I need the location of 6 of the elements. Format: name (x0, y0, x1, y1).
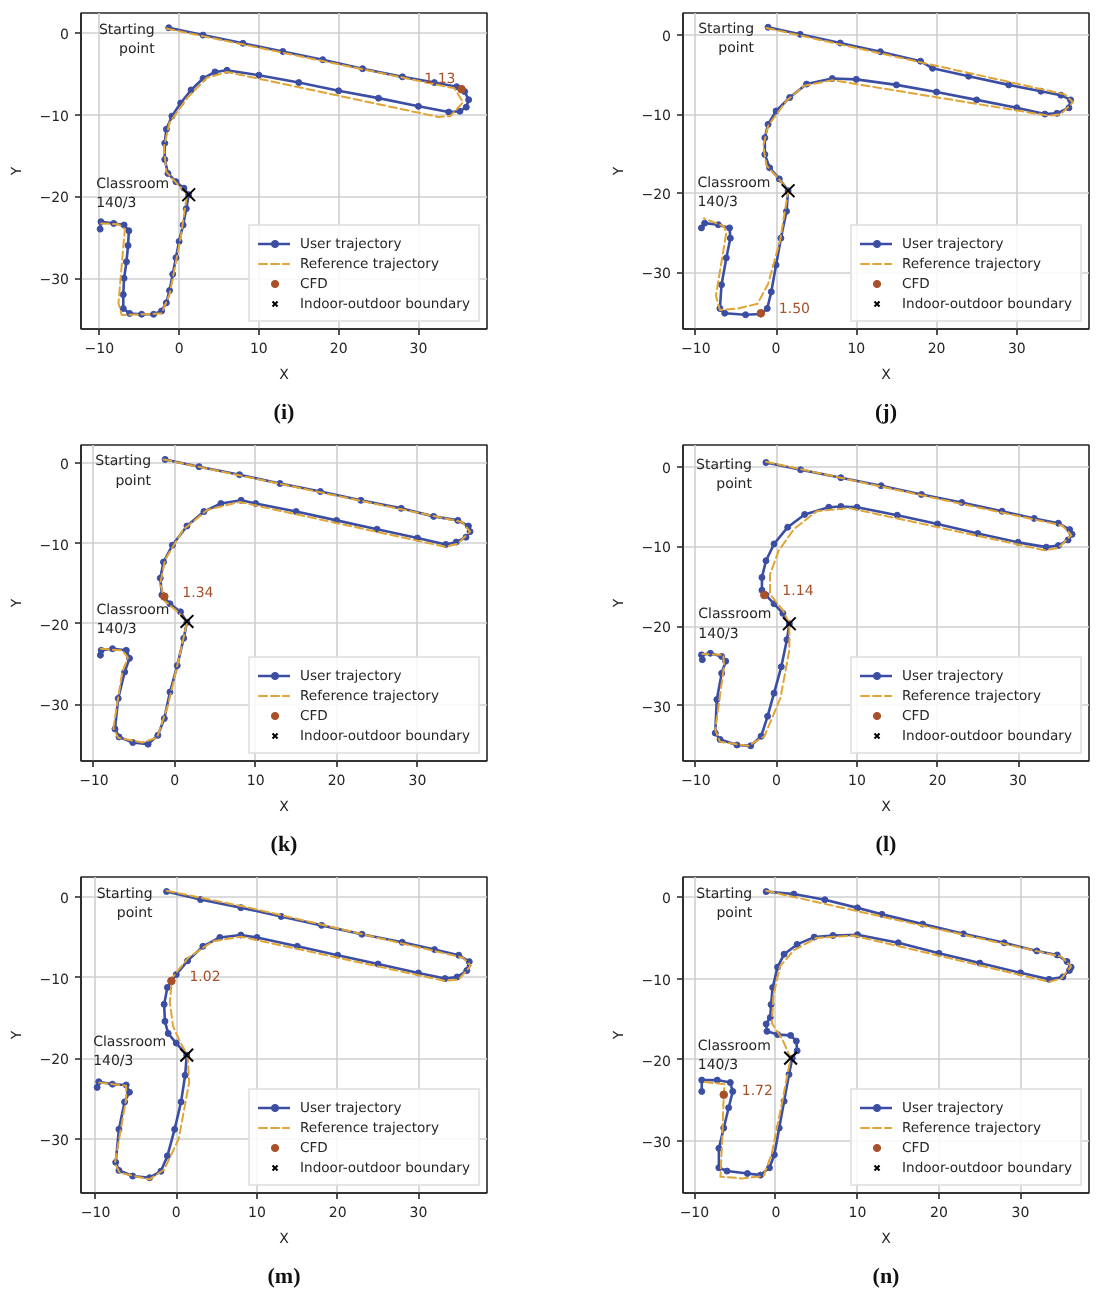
text: (n) (872, 1265, 901, 1289)
text: (k) (270, 833, 299, 857)
text: (i) (273, 401, 296, 425)
text: (m) (267, 1265, 302, 1289)
text: (j) (875, 401, 898, 425)
text: (l) (875, 833, 898, 857)
